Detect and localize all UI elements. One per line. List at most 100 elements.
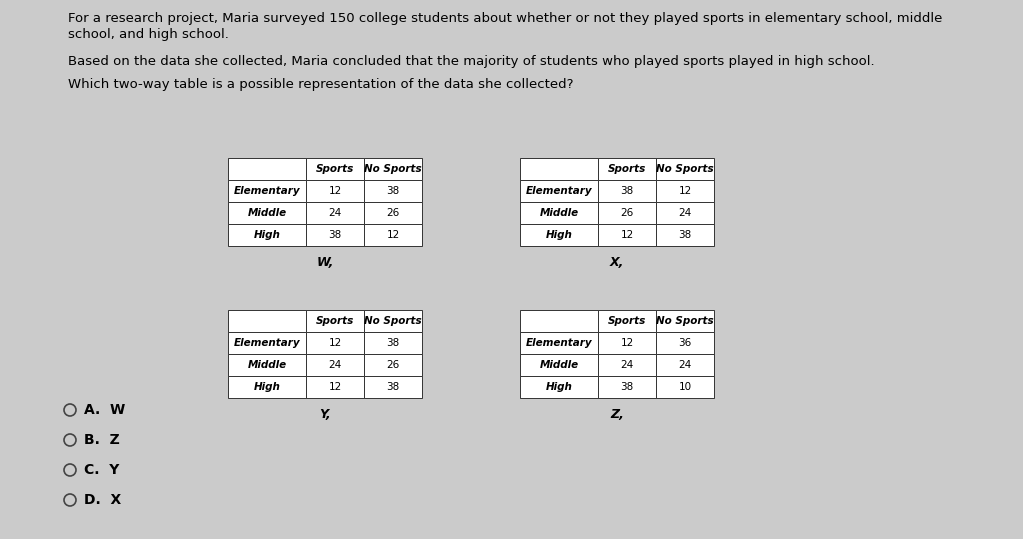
Text: 26: 26 [620, 208, 633, 218]
Bar [520, 180, 598, 202]
Bar [656, 158, 714, 180]
Text: W,: W, [316, 256, 333, 269]
Text: 24: 24 [678, 208, 692, 218]
Bar [228, 158, 306, 180]
Text: 12: 12 [387, 230, 400, 240]
Text: 38: 38 [678, 230, 692, 240]
Text: Sports: Sports [608, 316, 647, 326]
Text: High: High [545, 382, 573, 392]
Bar [306, 376, 364, 398]
Text: Middle: Middle [248, 208, 286, 218]
Text: 38: 38 [387, 338, 400, 348]
Text: 36: 36 [678, 338, 692, 348]
Bar [306, 310, 364, 332]
Bar [598, 310, 656, 332]
Bar [520, 376, 598, 398]
Text: Elementary: Elementary [526, 186, 592, 196]
Text: Middle: Middle [539, 360, 579, 370]
Text: 38: 38 [620, 382, 633, 392]
Bar [228, 224, 306, 246]
Bar [520, 310, 598, 332]
Text: 24: 24 [328, 360, 342, 370]
Bar [598, 354, 656, 376]
Bar [228, 354, 306, 376]
Bar [598, 180, 656, 202]
Bar [364, 158, 422, 180]
Bar [364, 202, 422, 224]
Text: Which two-way table is a possible representation of the data she collected?: Which two-way table is a possible repres… [68, 78, 574, 91]
Bar [598, 332, 656, 354]
Text: C.  Y: C. Y [84, 463, 120, 477]
Bar [520, 224, 598, 246]
Text: 24: 24 [620, 360, 633, 370]
Text: 38: 38 [328, 230, 342, 240]
Text: D.  X: D. X [84, 493, 122, 507]
Text: No Sports: No Sports [656, 316, 714, 326]
Bar [364, 310, 422, 332]
Bar [520, 158, 598, 180]
Bar [228, 310, 306, 332]
Bar [598, 376, 656, 398]
Text: Based on the data she collected, Maria concluded that the majority of students w: Based on the data she collected, Maria c… [68, 55, 875, 68]
Text: 12: 12 [620, 338, 633, 348]
Text: 12: 12 [678, 186, 692, 196]
Text: A.  W: A. W [84, 403, 125, 417]
Text: Y,: Y, [319, 408, 330, 421]
Bar [656, 332, 714, 354]
Bar [228, 376, 306, 398]
Text: 38: 38 [387, 382, 400, 392]
Bar [520, 354, 598, 376]
Bar [598, 202, 656, 224]
Bar [364, 180, 422, 202]
Text: 24: 24 [678, 360, 692, 370]
Bar [306, 224, 364, 246]
Bar [306, 354, 364, 376]
Text: 26: 26 [387, 360, 400, 370]
Bar [520, 332, 598, 354]
Bar [364, 224, 422, 246]
Text: 12: 12 [328, 338, 342, 348]
Text: No Sports: No Sports [656, 164, 714, 174]
Text: Elementary: Elementary [526, 338, 592, 348]
Bar [364, 332, 422, 354]
Text: No Sports: No Sports [364, 164, 421, 174]
Text: 12: 12 [620, 230, 633, 240]
Bar [656, 310, 714, 332]
Bar [598, 224, 656, 246]
Bar [364, 376, 422, 398]
Text: High: High [254, 382, 280, 392]
Text: Sports: Sports [316, 164, 354, 174]
Text: X,: X, [610, 256, 624, 269]
Text: Sports: Sports [608, 164, 647, 174]
Bar [656, 376, 714, 398]
Bar [598, 158, 656, 180]
Text: For a research project, Maria surveyed 150 college students about whether or not: For a research project, Maria surveyed 1… [68, 12, 942, 25]
Text: High: High [545, 230, 573, 240]
Bar [306, 332, 364, 354]
Bar [228, 332, 306, 354]
Text: 26: 26 [387, 208, 400, 218]
Text: 24: 24 [328, 208, 342, 218]
Text: High: High [254, 230, 280, 240]
Text: 10: 10 [678, 382, 692, 392]
Text: 38: 38 [620, 186, 633, 196]
Bar [228, 202, 306, 224]
Bar [656, 180, 714, 202]
Bar [306, 158, 364, 180]
Bar [306, 180, 364, 202]
Text: Elementary: Elementary [233, 338, 301, 348]
Bar [306, 202, 364, 224]
Bar [656, 354, 714, 376]
Bar [656, 224, 714, 246]
Text: Elementary: Elementary [233, 186, 301, 196]
Text: Sports: Sports [316, 316, 354, 326]
Text: 12: 12 [328, 186, 342, 196]
Text: Z,: Z, [610, 408, 624, 421]
Text: Middle: Middle [248, 360, 286, 370]
Text: 38: 38 [387, 186, 400, 196]
Bar [364, 354, 422, 376]
Text: No Sports: No Sports [364, 316, 421, 326]
Text: B.  Z: B. Z [84, 433, 120, 447]
Bar [656, 202, 714, 224]
Text: Middle: Middle [539, 208, 579, 218]
